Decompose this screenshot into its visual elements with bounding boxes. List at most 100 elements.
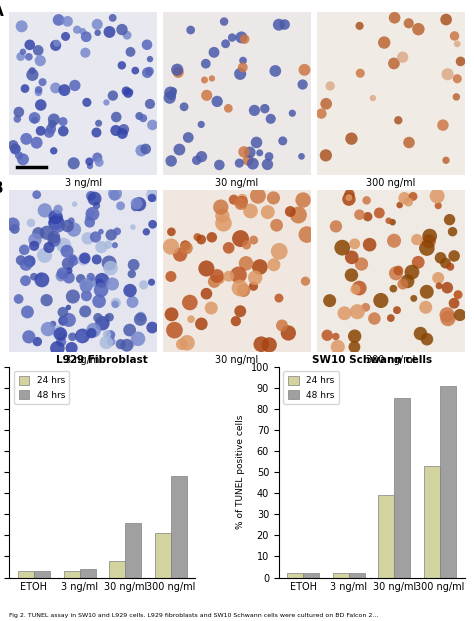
Point [137, 312, 145, 322]
Point [351, 239, 358, 249]
Point [50, 235, 58, 245]
Point [34, 337, 41, 347]
Point [254, 191, 262, 201]
Point [299, 79, 306, 89]
Point [57, 337, 65, 347]
Point [64, 302, 72, 312]
Point [64, 221, 72, 231]
Point [149, 219, 156, 229]
Point [106, 27, 113, 37]
Point [150, 189, 157, 199]
Point [375, 208, 383, 218]
Point [91, 194, 98, 204]
Point [341, 308, 348, 318]
Point [347, 270, 355, 280]
Point [167, 156, 175, 166]
Point [104, 240, 112, 250]
Point [216, 160, 223, 170]
Point [237, 69, 244, 79]
Point [60, 240, 67, 250]
Point [363, 196, 370, 206]
Point [435, 281, 443, 291]
Point [65, 273, 73, 283]
Point [250, 281, 257, 291]
Point [213, 96, 221, 106]
Point [326, 296, 333, 306]
Point [35, 88, 42, 97]
Point [347, 134, 355, 143]
Point [92, 232, 100, 242]
Point [279, 136, 287, 146]
Point [41, 206, 49, 215]
Point [198, 152, 205, 161]
Point [219, 211, 226, 221]
Point [203, 90, 210, 100]
Point [176, 145, 183, 155]
Point [332, 222, 340, 232]
Point [225, 243, 232, 253]
Point [264, 207, 272, 217]
Point [136, 111, 143, 121]
Point [54, 220, 62, 230]
Point [144, 68, 151, 78]
Point [454, 289, 462, 299]
Point [95, 296, 103, 306]
Point [203, 289, 210, 299]
Point [275, 293, 283, 303]
Point [15, 150, 23, 160]
Point [11, 224, 18, 234]
Point [95, 118, 102, 128]
Point [71, 81, 79, 91]
Point [65, 266, 73, 276]
Point [77, 274, 84, 284]
Point [93, 255, 100, 265]
Point [106, 312, 113, 322]
Point [220, 17, 228, 27]
Point [295, 210, 302, 220]
Point [52, 212, 59, 222]
Point [454, 39, 461, 49]
Point [401, 193, 408, 203]
Point [146, 66, 153, 76]
Point [50, 232, 58, 242]
Point [120, 124, 128, 134]
Point [31, 115, 38, 125]
Point [426, 231, 434, 241]
Point [38, 275, 46, 285]
Point [275, 247, 283, 256]
Point [52, 83, 59, 93]
Point [123, 340, 131, 350]
Point [57, 329, 64, 339]
Point [449, 227, 456, 237]
Point [104, 312, 111, 322]
Point [103, 329, 111, 339]
Point [82, 280, 90, 290]
Point [9, 140, 17, 150]
Bar [440, 386, 456, 578]
Bar [287, 573, 303, 578]
Bar [171, 476, 187, 578]
Point [84, 213, 91, 223]
Point [112, 298, 119, 308]
Point [82, 282, 90, 292]
Point [235, 270, 242, 280]
Point [43, 295, 50, 305]
Point [105, 258, 113, 268]
X-axis label: 30 ng/ml: 30 ng/ml [215, 355, 259, 365]
Point [345, 194, 353, 204]
Point [53, 217, 61, 227]
Point [230, 195, 237, 205]
Point [94, 28, 101, 38]
Point [55, 204, 62, 214]
Bar [125, 523, 141, 578]
Point [63, 247, 71, 256]
Point [257, 339, 265, 349]
Point [126, 286, 134, 296]
Point [182, 243, 190, 253]
Point [202, 263, 210, 273]
Title: L929 Fibroblast: L929 Fibroblast [56, 355, 148, 365]
Bar [333, 573, 349, 578]
Point [198, 319, 205, 329]
Point [52, 40, 59, 50]
Point [111, 299, 119, 309]
